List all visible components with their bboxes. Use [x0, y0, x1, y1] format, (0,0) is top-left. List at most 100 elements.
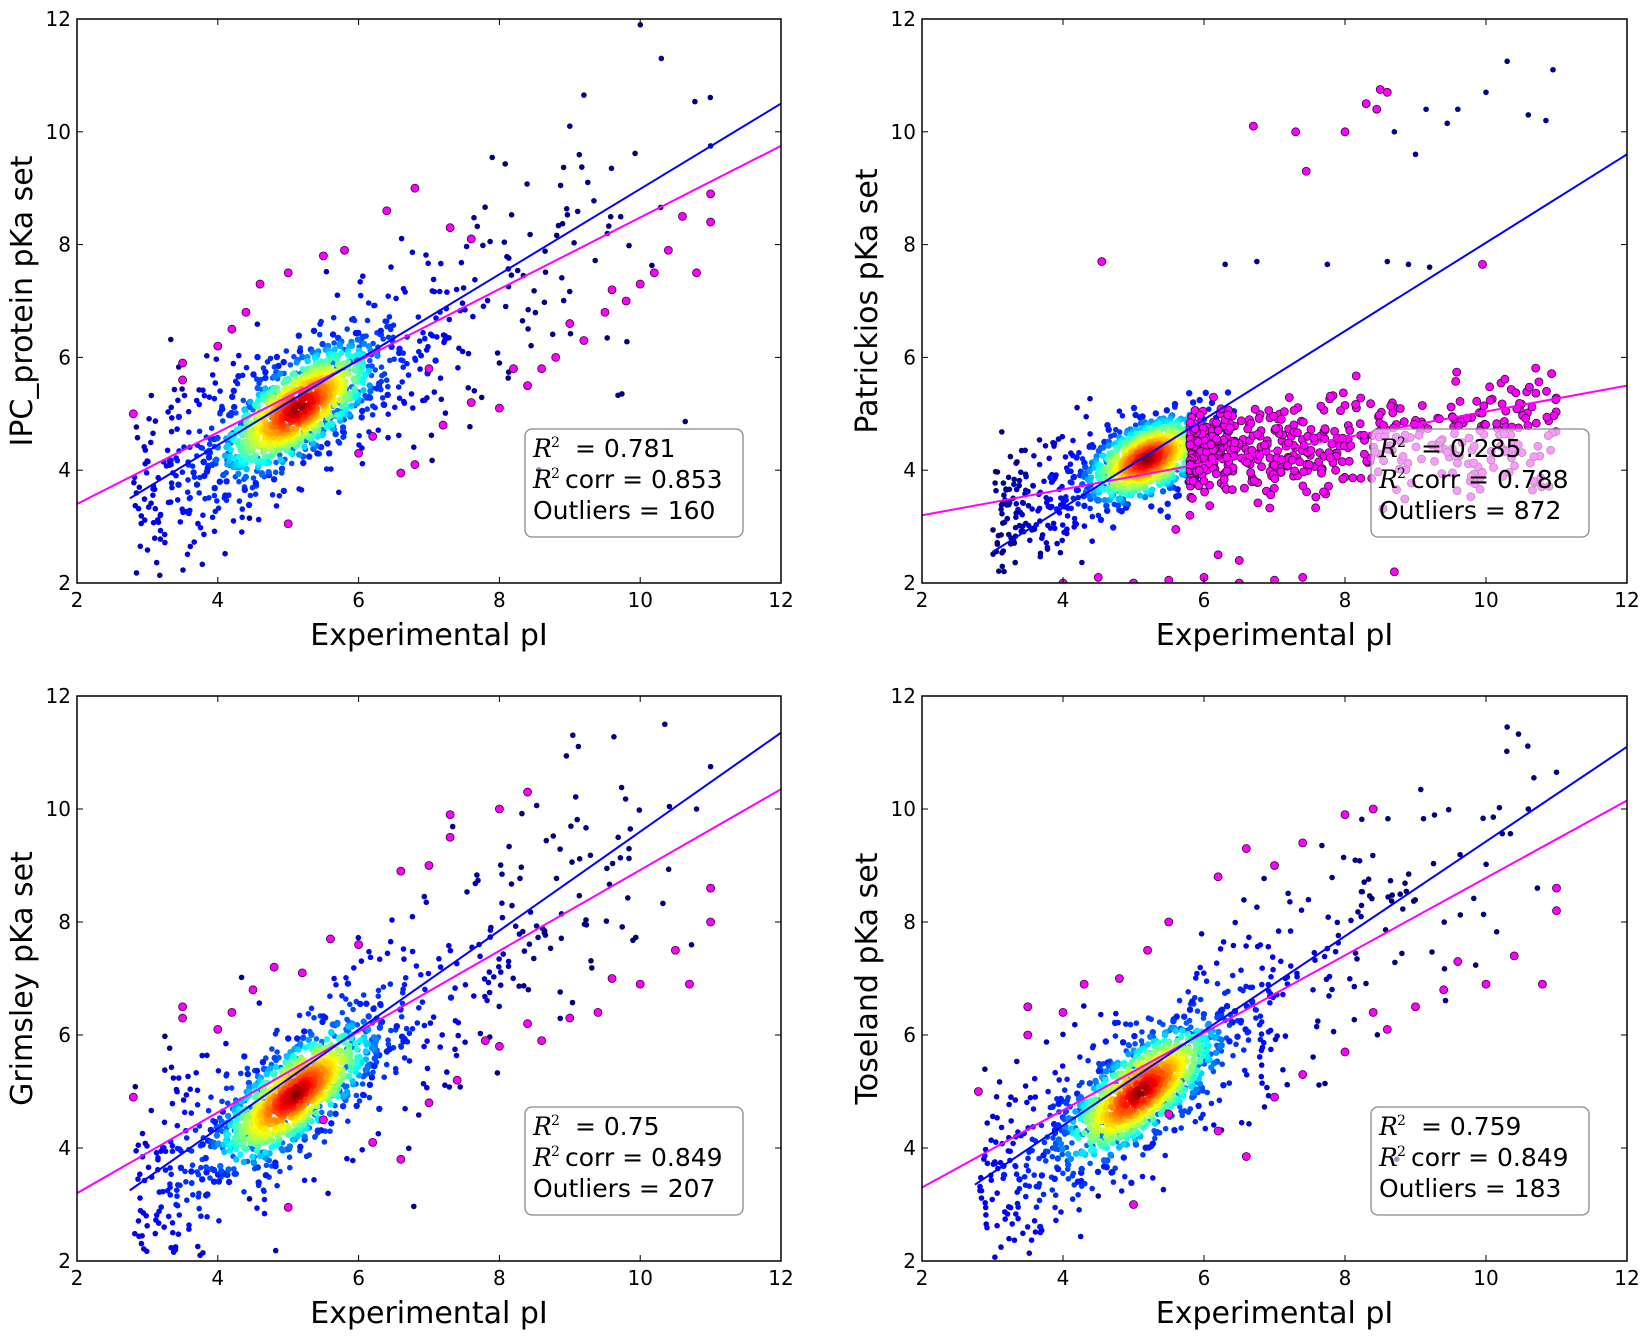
- outlier-point: [445, 810, 455, 820]
- data-point: [501, 239, 508, 245]
- data-point: [521, 983, 527, 989]
- data-point: [331, 401, 338, 409]
- data-point: [244, 1070, 251, 1078]
- data-point: [280, 379, 287, 387]
- data-point: [541, 299, 548, 306]
- outlier-point: [178, 1002, 188, 1012]
- outlier-point: [1316, 401, 1326, 411]
- data-point: [174, 1187, 180, 1193]
- data-point: [452, 1046, 458, 1053]
- data-point: [504, 253, 510, 260]
- data-point: [200, 458, 207, 466]
- data-point: [1384, 258, 1391, 265]
- outlier-point: [649, 268, 659, 278]
- data-point: [161, 531, 168, 538]
- data-point: [137, 1207, 144, 1214]
- data-point: [188, 1110, 195, 1116]
- data-point: [477, 1030, 484, 1037]
- data-point: [649, 262, 655, 269]
- data-point: [274, 1182, 280, 1189]
- data-point: [424, 1038, 430, 1044]
- outlier-point: [1472, 396, 1482, 406]
- data-point: [233, 410, 239, 416]
- data-point: [147, 1270, 153, 1276]
- data-point: [1222, 261, 1228, 268]
- data-point: [280, 487, 287, 495]
- data-point: [1081, 502, 1088, 509]
- data-point: [132, 1230, 138, 1237]
- data-point: [1103, 502, 1110, 509]
- data-point: [311, 1015, 317, 1021]
- data-point: [416, 1005, 422, 1011]
- r-squared-symbol: R: [1378, 465, 1398, 494]
- data-point: [217, 388, 223, 394]
- data-point: [297, 1040, 304, 1048]
- outlier-point: [248, 985, 258, 995]
- outlier-point: [1319, 487, 1328, 497]
- data-point: [333, 982, 339, 988]
- data-point: [272, 1247, 279, 1254]
- legend-r2: = 0.285: [1421, 434, 1521, 463]
- data-point: [606, 223, 612, 229]
- data-point: [339, 993, 345, 999]
- data-point: [220, 471, 227, 479]
- data-point: [1047, 496, 1054, 503]
- data-point: [168, 428, 175, 435]
- data-point: [188, 1148, 195, 1154]
- y-axis-label: Grimsley pKa set: [5, 851, 40, 1106]
- data-point: [195, 1171, 202, 1178]
- data-point: [373, 385, 381, 392]
- data-point: [196, 387, 202, 393]
- x-axis-label: Experimental pI: [1156, 618, 1393, 653]
- data-point: [288, 460, 295, 467]
- data-point: [1054, 540, 1060, 547]
- data-point: [1057, 549, 1064, 556]
- data-point: [1117, 495, 1124, 502]
- outlier-point: [1309, 433, 1319, 443]
- data-point: [401, 956, 407, 962]
- data-point: [1006, 531, 1012, 538]
- data-point: [254, 1205, 260, 1211]
- data-point: [219, 1098, 225, 1105]
- data-point: [387, 938, 394, 945]
- data-point: [421, 1043, 427, 1050]
- data-point: [452, 985, 458, 991]
- data-point: [406, 1030, 413, 1037]
- data-point: [571, 240, 577, 246]
- outlier-point: [1355, 419, 1365, 429]
- data-point: [444, 289, 450, 295]
- data-point: [278, 465, 286, 472]
- outlier-point: [1293, 428, 1302, 438]
- data-point: [576, 151, 583, 158]
- data-point: [1004, 515, 1011, 522]
- outlier-point: [1246, 468, 1256, 478]
- data-point: [1019, 511, 1025, 518]
- outlier-point: [1340, 127, 1350, 137]
- data-point: [380, 401, 387, 408]
- data-point: [169, 415, 175, 421]
- data-point: [217, 1162, 224, 1170]
- data-point: [377, 327, 384, 335]
- axes-frame: [76, 695, 782, 1262]
- data-point: [384, 950, 391, 957]
- data-point: [385, 334, 392, 341]
- data-point: [261, 1196, 268, 1203]
- data-point: [206, 495, 212, 501]
- outlier-point: [1531, 388, 1541, 398]
- data-point: [304, 357, 311, 365]
- data-point: [176, 1212, 183, 1218]
- data-point: [294, 1035, 301, 1042]
- outlier-point: [706, 217, 715, 227]
- data-point: [148, 392, 155, 399]
- data-point: [329, 331, 337, 338]
- data-point: [401, 1055, 408, 1061]
- data-point: [474, 223, 481, 230]
- data-point: [458, 259, 465, 266]
- data-point: [1053, 472, 1059, 478]
- data-point: [201, 392, 208, 399]
- data-point: [608, 165, 615, 172]
- data-point: [251, 1094, 259, 1101]
- data-point: [186, 429, 192, 436]
- y-tick-label: 2: [903, 571, 916, 595]
- data-point: [252, 452, 259, 459]
